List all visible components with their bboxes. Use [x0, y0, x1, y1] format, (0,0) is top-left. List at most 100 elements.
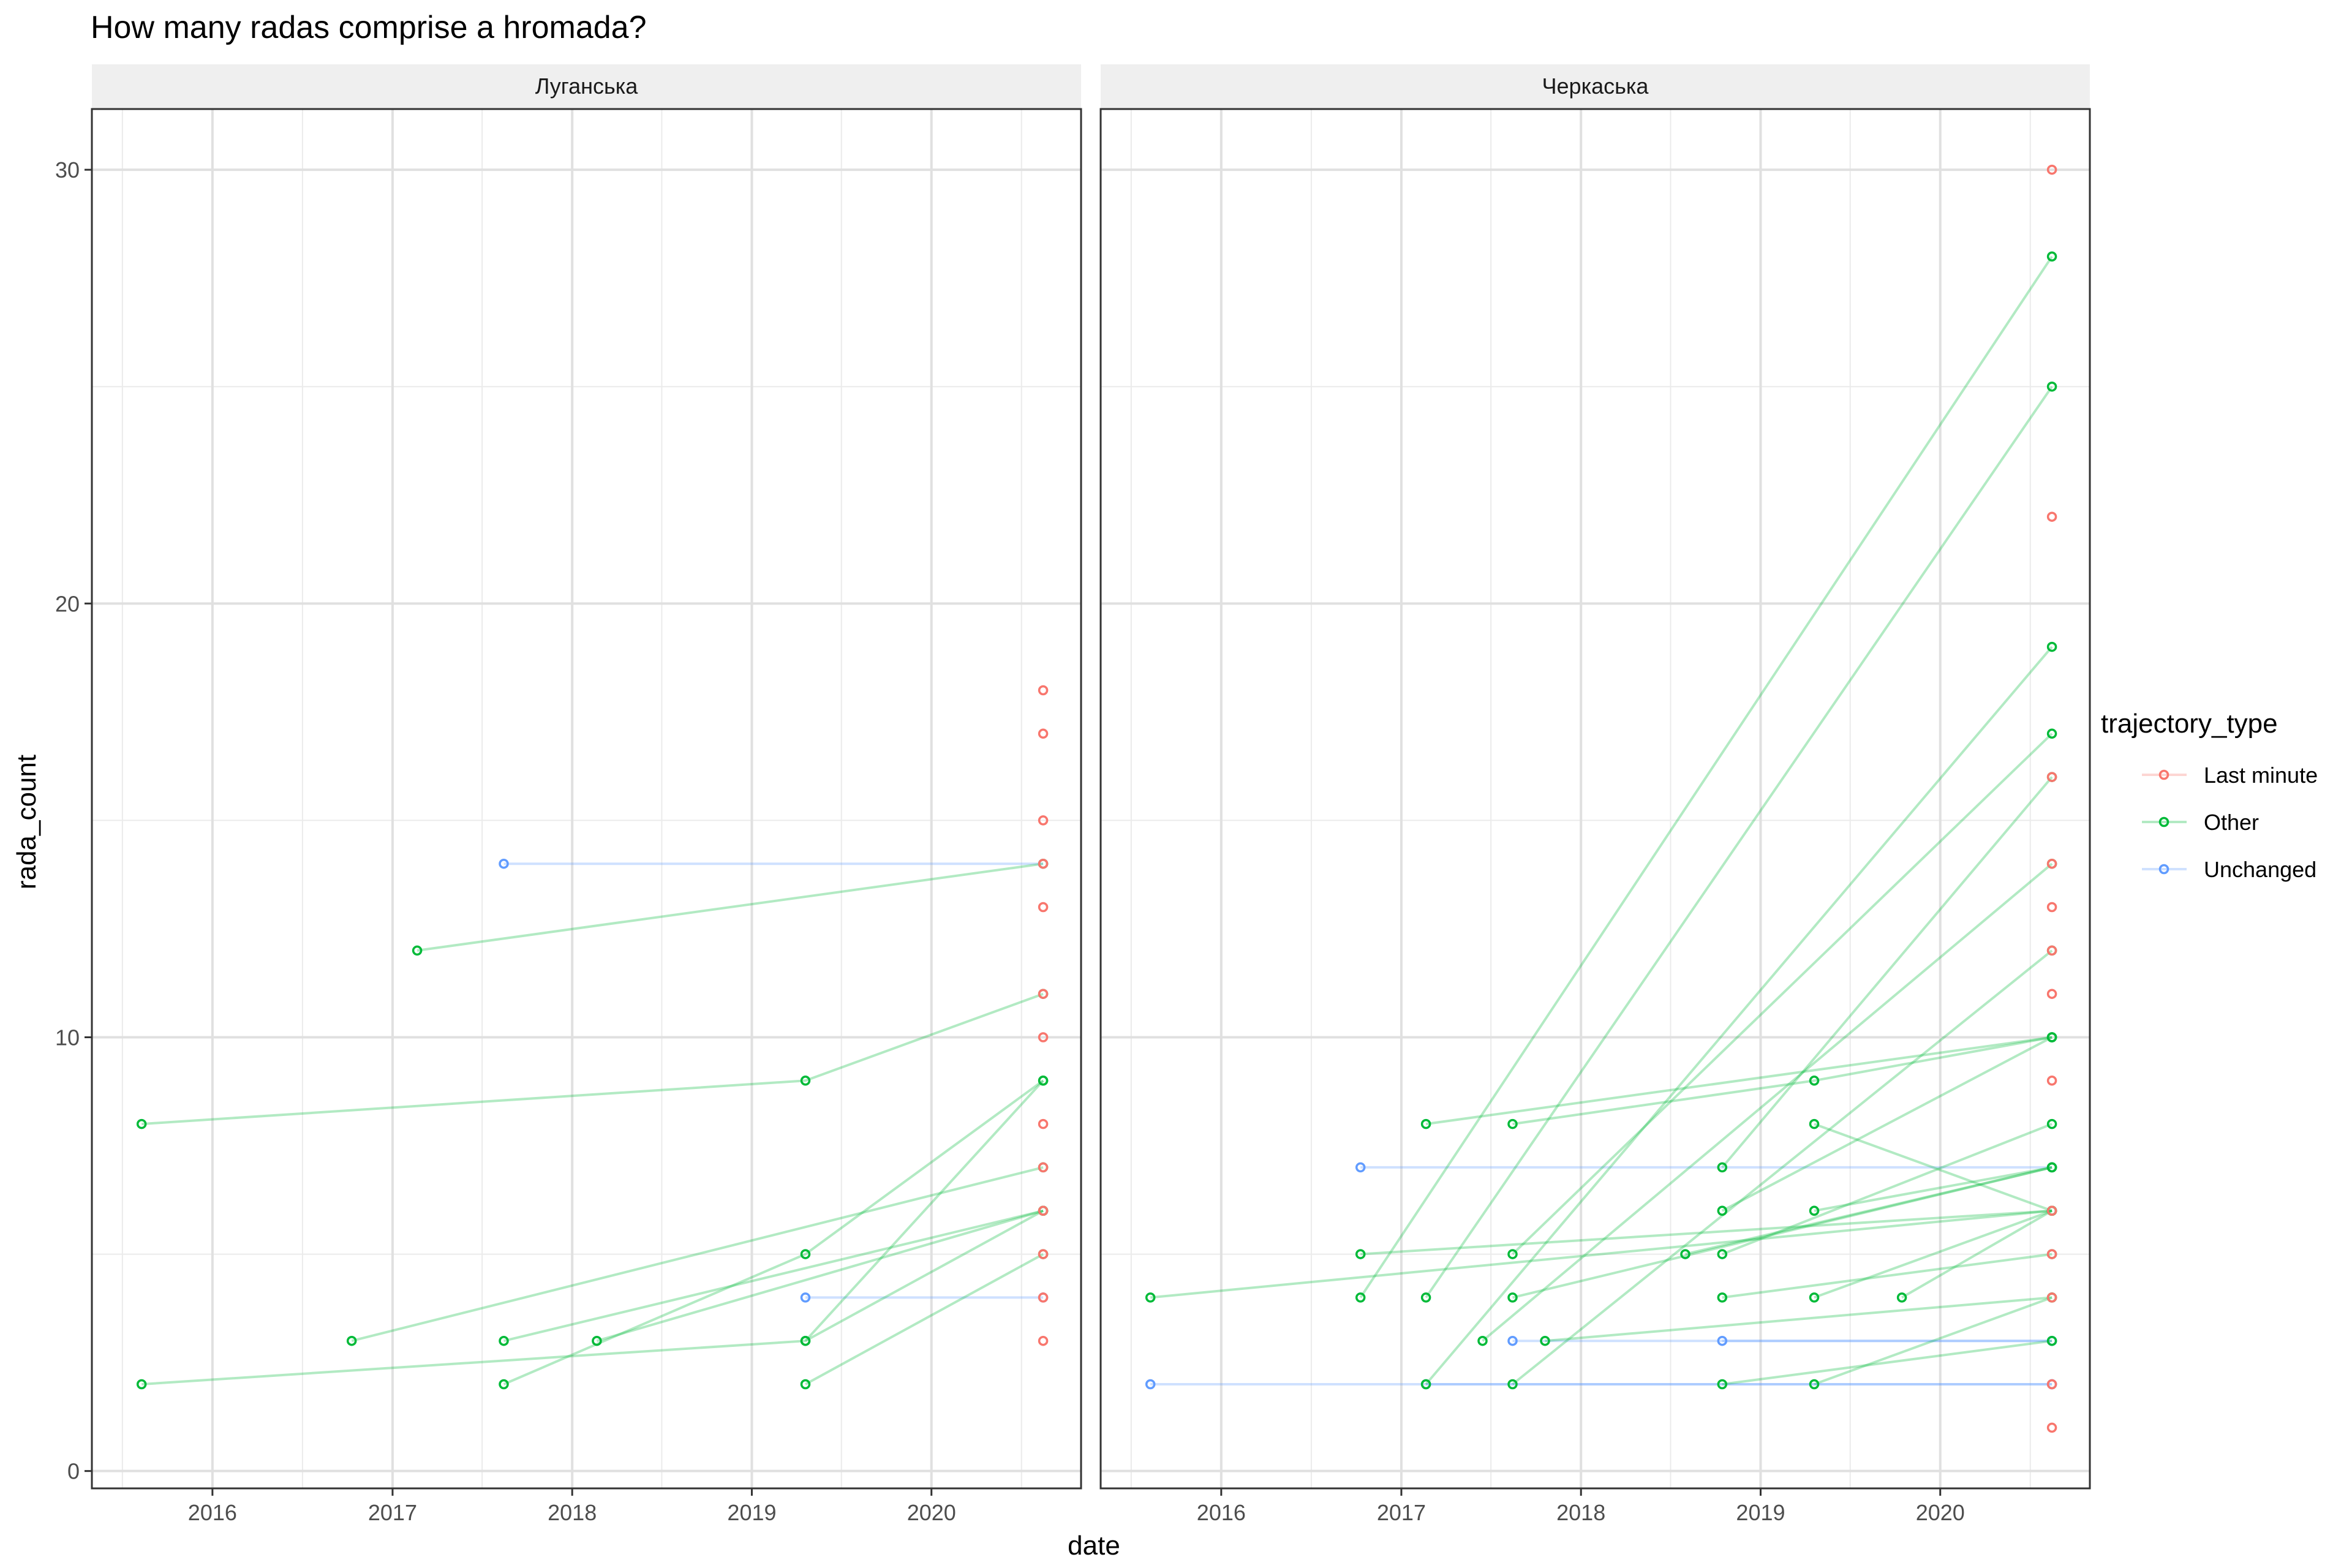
data-point-other: [800, 1335, 811, 1346]
panels: Луганська 2016 2017 2018 2019 2020 0 10 20 30 Черк…: [55, 64, 2091, 1525]
x-tick-label: 2020: [1916, 1500, 1965, 1525]
facet-strip: [1101, 64, 2090, 109]
data-point-other: [1507, 1292, 1518, 1303]
y-tick-label: 10: [55, 1025, 80, 1050]
y-tick-label: 20: [55, 591, 80, 616]
data-point-last-minute: [1038, 815, 1049, 826]
data-point-other: [346, 1335, 357, 1346]
data-point-last-minute: [1038, 1249, 1049, 1259]
data-point-last-minute: [1038, 728, 1049, 739]
data-point-other: [1896, 1292, 1907, 1303]
x-axis-label: date: [1068, 1531, 1120, 1561]
legend-label: Last minute: [2204, 763, 2318, 788]
x-tick-label: 2016: [188, 1500, 237, 1525]
gridlines: [92, 109, 1081, 1488]
series-points: [136, 685, 1049, 1390]
data-point-other: [2046, 251, 2057, 262]
data-point-other: [2046, 728, 2057, 739]
series-line-other: [805, 1253, 1044, 1385]
data-point-last-minute: [1038, 1205, 1049, 1216]
series-line-other: [1901, 1210, 2053, 1299]
series-line-other: [596, 1209, 1044, 1343]
series-line-other: [1722, 1253, 2052, 1299]
data-point-last-minute: [2046, 945, 2057, 956]
series-line-other: [1722, 1340, 2052, 1385]
data-point-last-minute: [2046, 1076, 2057, 1086]
series-line-other: [804, 1079, 1044, 1342]
panel-border: [91, 108, 1082, 1490]
data-point-other: [499, 1335, 509, 1346]
legend-title: trajectory_type: [2101, 709, 2278, 739]
series-line-other: [1425, 1036, 2052, 1126]
legend-key-point: [2158, 769, 2169, 780]
data-point-other: [1355, 1249, 1366, 1259]
series-points: [1145, 164, 2057, 1433]
legend-label: Other: [2204, 810, 2259, 835]
series-line-other: [1814, 1166, 2052, 1212]
series-line-other: [1360, 1209, 2052, 1256]
data-point-other: [2046, 1032, 2057, 1042]
series-line-other: [1814, 1209, 2052, 1299]
data-point-last-minute: [1038, 1292, 1049, 1303]
data-point-last-minute: [1038, 858, 1049, 869]
series-line-other: [1721, 1036, 2053, 1212]
data-point-last-minute: [2046, 1379, 2057, 1390]
data-point-other: [1420, 1379, 1431, 1390]
legend-key-point: [2158, 864, 2169, 875]
series-line-other: [1512, 1036, 2052, 1126]
data-point-last-minute: [1038, 685, 1049, 696]
data-point-other: [800, 1379, 811, 1390]
data-point-other: [1717, 1162, 1728, 1173]
series-line-other: [1512, 1166, 2052, 1299]
data-point-other: [1717, 1205, 1728, 1216]
data-point-last-minute: [2046, 1249, 2057, 1259]
data-point-other: [1717, 1379, 1728, 1390]
series-line-other: [1482, 862, 2053, 1342]
legend: trajectory_type Last minute Other Unchanged: [2101, 709, 2318, 882]
panel-1: Луганська 2016 2017 2018 2019 2020 0 10 20 30: [55, 64, 1082, 1525]
x-tick-label: 2019: [1736, 1500, 1785, 1525]
x-tick-label: 2016: [1197, 1500, 1246, 1525]
data-point-other: [2046, 641, 2057, 652]
series-lines: [141, 862, 1044, 1385]
series-line-other: [1512, 733, 2053, 1256]
data-point-last-minute: [2046, 902, 2057, 913]
data-point-other: [1809, 1379, 1820, 1390]
data-point-other: [592, 1335, 602, 1346]
series-line-other: [1512, 949, 2053, 1385]
data-point-last-minute: [2046, 772, 2057, 782]
series-line-other: [503, 1079, 1044, 1385]
data-point-unchanged: [1355, 1162, 1366, 1173]
data-point-unchanged: [1507, 1335, 1518, 1346]
data-point-other: [1809, 1076, 1820, 1086]
series-line-other: [1359, 255, 2053, 1298]
series-lines: [1150, 255, 2053, 1385]
series-line-other: [1814, 1296, 2052, 1385]
series-line-other: [1425, 386, 2053, 1298]
data-point-last-minute: [2046, 858, 2057, 869]
data-point-other: [1477, 1335, 1488, 1346]
legend-item-unchanged: Unchanged: [2142, 857, 2316, 882]
data-point-other: [136, 1118, 147, 1129]
x-tick-label: 2020: [907, 1500, 956, 1525]
data-point-other: [412, 945, 423, 956]
data-point-other: [1809, 1292, 1820, 1303]
series-line-other: [503, 1209, 1044, 1343]
data-point-other: [1680, 1249, 1691, 1259]
data-point-last-minute: [1038, 1162, 1049, 1173]
data-point-last-minute: [2046, 989, 2057, 999]
data-point-last-minute: [2046, 164, 2057, 175]
data-point-other: [2046, 1118, 2057, 1129]
data-point-last-minute: [2046, 1422, 2057, 1433]
gridlines: [1101, 109, 2090, 1488]
x-tick-label: 2017: [368, 1500, 417, 1525]
data-point-other: [1507, 1249, 1518, 1259]
series-line-other: [351, 1166, 1044, 1343]
data-point-other: [1507, 1379, 1518, 1390]
series-line-other: [141, 992, 1044, 1126]
x-tick-label: 2017: [1377, 1500, 1426, 1525]
data-point-other: [1038, 1076, 1049, 1086]
plot-background: [1101, 109, 2090, 1488]
plot-background: [92, 109, 1081, 1488]
data-point-last-minute: [1038, 902, 1049, 913]
